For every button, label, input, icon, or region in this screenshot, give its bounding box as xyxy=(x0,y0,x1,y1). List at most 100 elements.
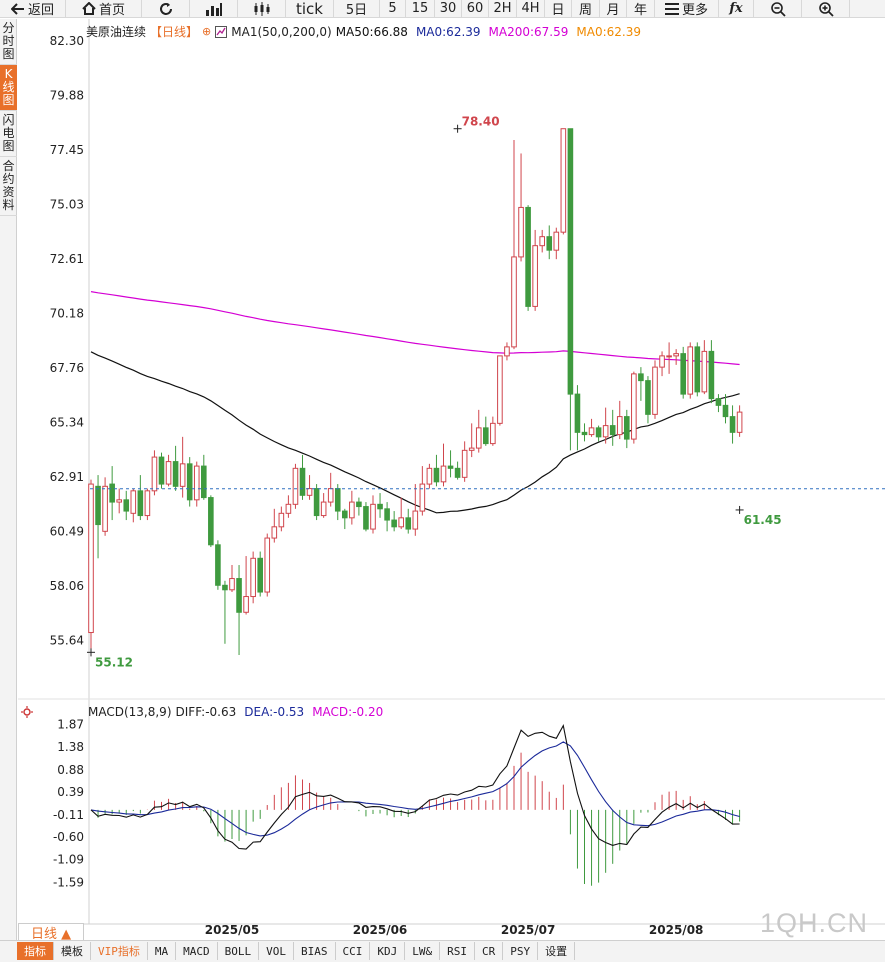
back-button[interactable]: 返回 xyxy=(0,0,66,18)
period-day[interactable]: 日 xyxy=(545,0,572,18)
price-tick-label: 55.64 xyxy=(50,634,84,648)
macd-legend: MACD(13,8,9) DIFF:-0.63 DEA:-0.53 MACD:-… xyxy=(88,705,383,719)
candle-body xyxy=(680,353,687,395)
period-month[interactable]: 月 xyxy=(600,0,627,18)
symbol-name: 美原油连续 xyxy=(86,25,147,39)
candle-body xyxy=(391,519,397,528)
tab-cci[interactable]: CCI xyxy=(336,942,371,960)
candle-body xyxy=(511,256,517,348)
candle-body xyxy=(602,425,609,438)
tab-bias[interactable]: BIAS xyxy=(294,942,336,960)
candle-body xyxy=(144,490,151,517)
candle-button[interactable] xyxy=(238,0,286,18)
price-annotation: 78.40 xyxy=(462,115,500,129)
home-button[interactable]: 首页 xyxy=(66,0,142,18)
candle-body xyxy=(708,350,715,400)
back-label: 返回 xyxy=(27,3,54,18)
candle-body xyxy=(342,510,348,519)
tab-ma[interactable]: MA xyxy=(148,942,177,960)
settings-icon[interactable]: ⊕ xyxy=(202,25,212,38)
candle-body xyxy=(504,346,510,357)
tab-template[interactable]: 模板 xyxy=(54,942,91,960)
period-week[interactable]: 周 xyxy=(572,0,600,18)
ma200-line xyxy=(90,291,740,366)
candle-body xyxy=(525,206,531,307)
candle-body xyxy=(652,366,658,415)
zoom-in-icon xyxy=(818,1,834,17)
period-label: 60 xyxy=(466,1,484,16)
candle-body xyxy=(616,416,623,436)
candle-body xyxy=(595,427,602,438)
home-icon xyxy=(82,2,96,15)
macd-value: MACD:-0.20 xyxy=(312,705,384,719)
tab-indicator[interactable]: 指标 xyxy=(17,942,54,960)
period-60m[interactable]: 60 xyxy=(462,0,489,18)
zoom-in-button[interactable] xyxy=(802,0,850,18)
tab-cr[interactable]: CR xyxy=(475,942,504,960)
bar-chart-button[interactable] xyxy=(190,0,238,18)
date-tick-label: 2025/05 xyxy=(205,923,259,937)
dea-value: DEA:-0.53 xyxy=(244,705,305,719)
tab-lw[interactable]: LW& xyxy=(405,942,441,960)
dea-line xyxy=(90,741,740,837)
chart-area[interactable]: 82.30 79.88 77.45 75.03 72.61 70.18 67.76 65.34… xyxy=(18,19,885,940)
refresh-button[interactable] xyxy=(142,0,190,18)
tab-flash[interactable]: 闪电图 xyxy=(0,111,17,157)
candle-body xyxy=(419,483,426,512)
candle-body xyxy=(497,355,503,424)
period-5m[interactable]: 5 xyxy=(380,0,406,18)
period-30m[interactable]: 30 xyxy=(435,0,462,18)
period-label: 15 xyxy=(411,1,429,16)
tab-kline[interactable]: K线图 xyxy=(0,65,17,111)
candle-body xyxy=(631,373,637,440)
candle-body xyxy=(687,346,694,395)
tab-boll[interactable]: BOLL xyxy=(218,942,260,960)
period-tab[interactable]: 日线 ▲ xyxy=(18,923,85,942)
macd-tick-label: 1.38 xyxy=(57,740,84,754)
candle-body xyxy=(490,422,496,445)
tab-kdj[interactable]: KDJ xyxy=(370,942,406,960)
tick-button[interactable]: tick xyxy=(286,0,334,18)
macd-tick-label: 0.88 xyxy=(57,763,84,777)
tab-timeshare[interactable]: 分时图 xyxy=(0,19,17,65)
price-tick-label: 72.61 xyxy=(50,252,84,266)
tab-rsi[interactable]: RSI xyxy=(440,942,475,960)
period-label: 30 xyxy=(439,1,457,16)
candle-body xyxy=(694,346,701,393)
period-15m[interactable]: 15 xyxy=(406,0,435,18)
tab-settings[interactable]: 设置 xyxy=(538,942,576,960)
candle-body xyxy=(313,488,320,517)
candle-body xyxy=(137,490,144,517)
more-button[interactable]: 更多 xyxy=(655,0,719,18)
candle-body xyxy=(222,584,228,591)
tab-psy[interactable]: PSY xyxy=(503,942,539,960)
period-label: 5 xyxy=(388,1,397,16)
candle-body xyxy=(264,537,271,593)
period-label: 5日 xyxy=(345,3,368,18)
zoom-out-button[interactable] xyxy=(754,0,802,18)
period-label: 4H xyxy=(521,1,540,16)
price-tick-label: 79.88 xyxy=(50,88,84,102)
candle-body xyxy=(334,488,341,512)
tab-vol[interactable]: VOL xyxy=(259,942,294,960)
formula-button[interactable]: fx xyxy=(719,0,754,18)
macd-name: MACD(13,8,9) xyxy=(88,705,172,719)
price-tick-label: 75.03 xyxy=(50,198,84,212)
candle-body xyxy=(130,490,137,514)
period-2h[interactable]: 2H xyxy=(489,0,517,18)
candle-body xyxy=(102,485,108,532)
candle-body xyxy=(454,467,461,478)
ma-checkbox-icon[interactable] xyxy=(215,25,228,38)
period-4h[interactable]: 4H xyxy=(517,0,545,18)
price-tick-label: 67.76 xyxy=(50,361,84,375)
period-5d[interactable]: 5日 xyxy=(334,0,380,18)
tab-macd[interactable]: MACD xyxy=(176,942,218,960)
period-year[interactable]: 年 xyxy=(627,0,655,18)
indicator-settings-icon[interactable] xyxy=(21,706,33,718)
macd-tick-label: -0.11 xyxy=(53,808,84,822)
tab-contract-info[interactable]: 合约资料 xyxy=(0,157,17,216)
chart-canvas[interactable]: 82.30 79.88 77.45 75.03 72.61 70.18 67.76 65.34… xyxy=(18,19,885,940)
price-tick-label: 58.06 xyxy=(50,579,84,593)
candle-body xyxy=(292,467,299,505)
tab-vip-indicator[interactable]: VIP指标 xyxy=(91,942,148,960)
